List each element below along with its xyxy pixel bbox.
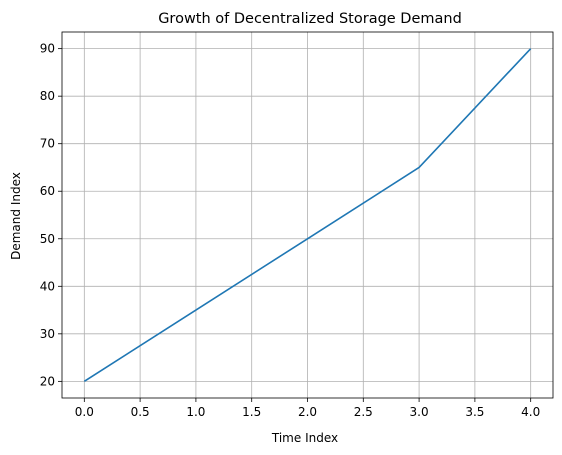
y-tick-label: 60 — [40, 184, 55, 198]
x-tick-label: 2.0 — [298, 405, 317, 419]
x-tick-label: 1.0 — [186, 405, 205, 419]
chart-title: Growth of Decentralized Storage Demand — [158, 11, 462, 27]
y-tick-label: 40 — [40, 279, 55, 293]
x-tick-label: 3.5 — [465, 405, 484, 419]
x-tick-label: 0.0 — [75, 405, 94, 419]
grid-layer — [62, 32, 553, 398]
y-tick-label: 70 — [40, 137, 55, 151]
x-tick-label: 1.5 — [242, 405, 261, 419]
y-tick-label: 30 — [40, 327, 55, 341]
series-layer — [83, 48, 532, 383]
y-tick-label: 90 — [40, 42, 55, 56]
series-line — [83, 48, 532, 383]
x-tick-label: 0.5 — [131, 405, 150, 419]
y-tick-label: 50 — [40, 232, 55, 246]
x-tick-label: 3.0 — [410, 405, 429, 419]
x-axis-label: Time Index — [271, 431, 338, 445]
y-tick-label: 20 — [40, 374, 55, 388]
y-axis-label: Demand Index — [9, 172, 23, 260]
ticks-layer: 0.0 0.5 1.0 1.5 2.0 2.5 3.0 3.5 4.0 20 30 40 50 60 70 8… — [40, 42, 541, 419]
y-tick-label: 80 — [40, 89, 55, 103]
x-tick-label: 2.5 — [354, 405, 373, 419]
x-tick-label: 4.0 — [521, 405, 540, 419]
